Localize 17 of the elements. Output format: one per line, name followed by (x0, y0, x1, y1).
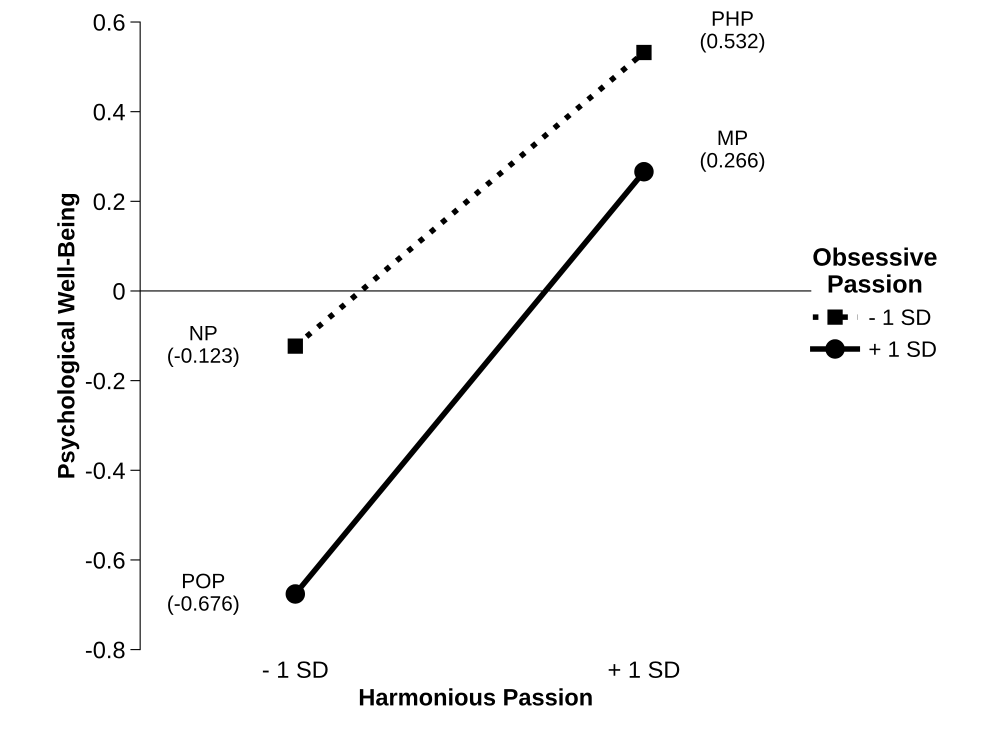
y-tick-label: 0.4 (94, 104, 125, 120)
y-tick-label: -0.2 (86, 372, 124, 390)
y-axis-title: Psychological Well-Being (57, 194, 80, 478)
y-tick-label: 0 (113, 283, 125, 300)
legend-label: - 1 SD (869, 309, 930, 326)
y-tick-label: -0.8 (86, 642, 125, 658)
annotation: MP (0.266) (700, 130, 764, 172)
x-axis-title: Harmonious Passion (360, 688, 592, 706)
annotation: PHP (0.532) (700, 11, 764, 52)
legend-label: + 1 SD (869, 341, 936, 357)
annotation: POP (-0.676) (168, 574, 238, 615)
y-tick-label: 0.6 (94, 14, 125, 31)
y-tick-label: 0.2 (94, 193, 124, 210)
y-tick-label: -0.6 (86, 552, 125, 569)
annotation: NP (-0.123) (168, 326, 238, 368)
legend-title: Obsessive Passion (813, 247, 937, 293)
y-tick-label: -0.4 (86, 462, 125, 480)
